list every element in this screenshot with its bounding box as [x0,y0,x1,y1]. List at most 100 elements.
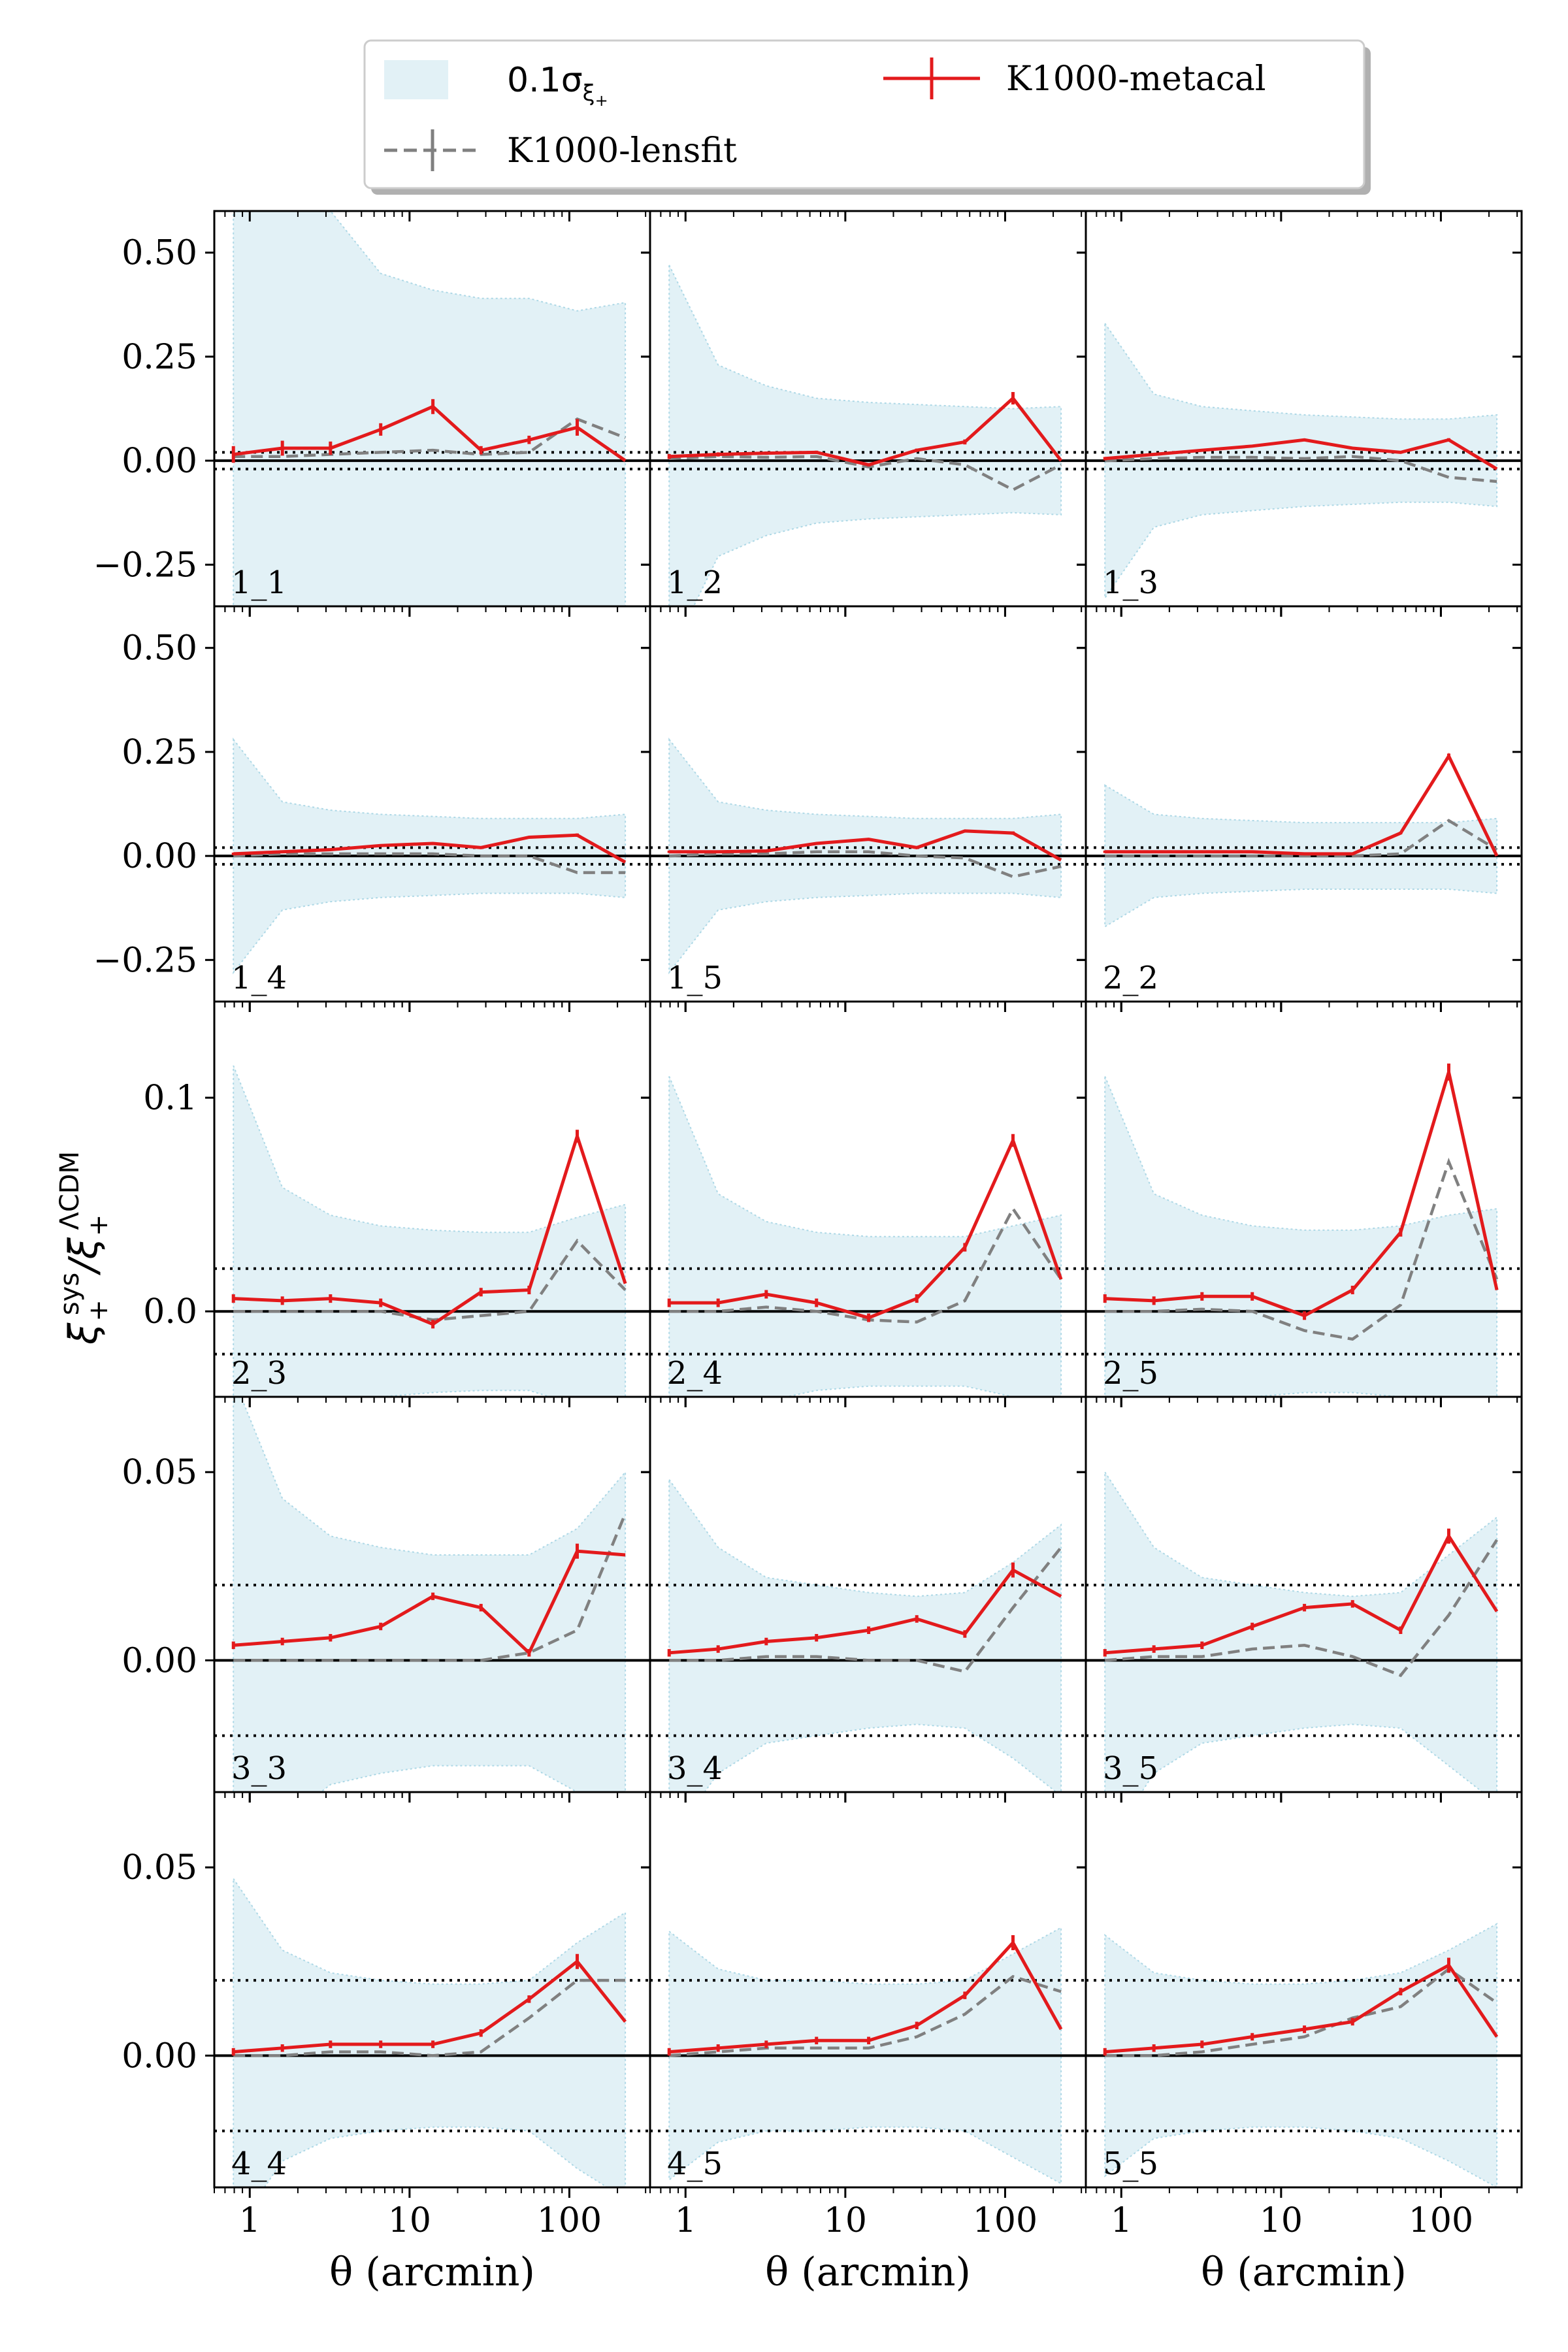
panel-1_2: 1_2 [641,210,1087,617]
lensfit-line [1105,455,1497,483]
y-tick-label: 0.00 [122,1641,197,1680]
panel-plot-area [214,211,650,606]
panel-plot-area [650,737,1086,975]
panel-grid: 1_1 −0.25 0.00 0.25 0.50 1_2 1_3 1_4 −0.25 0.00 0.… [93,210,1523,2295]
y-tick-label: 0.00 [122,837,197,876]
panel-plot-area [1086,753,1522,928]
y-tick-label: 0.0 [143,1292,197,1331]
band-area [668,1477,1062,1792]
legend-band-swatch [384,60,448,99]
y-tick-label: 0.00 [122,442,197,481]
x-tick-label: 1 [675,2201,696,2240]
x-tick-label: 10 [824,2201,867,2240]
band-area [233,1065,627,1397]
lensfit-line [1105,819,1498,858]
panel-1_4: 1_4 −0.25 0.00 0.25 0.50 [93,605,651,1012]
panel-label: 2_5 [1103,1355,1158,1392]
panel-plot-area [1086,1469,1522,1792]
x-tick-label: 100 [973,2201,1037,2240]
panel-label: 4_4 [231,2146,287,2182]
panel-label: 1_4 [231,960,287,996]
panel-2_4: 2_4 [641,1000,1087,1407]
panel-label: 1_3 [1103,564,1158,601]
legend-lensfit-label: K1000-lensfit [507,131,737,171]
legend-metacal-label: K1000-metacal [1006,59,1266,99]
panel-plot-area [214,1876,650,2187]
panel-1_3: 1_3 [1077,210,1523,617]
panel-plot-area [650,1076,1086,1397]
panel-plot-area [214,1397,650,1792]
x-axis-label: θ (arcmin) [1201,2249,1407,2295]
panel-label: 3_3 [231,1750,287,1787]
legend-lensfit-marker [384,129,481,171]
band-area [233,1397,627,1792]
panel-label: 1_2 [667,564,723,601]
panel-plot-area [650,1926,1086,2185]
panel-1_5: 1_5 [641,605,1087,1012]
panel-label: 5_5 [1103,2146,1158,2182]
lensfit-line [669,1974,1062,2057]
panel-frame [1085,605,1523,1003]
x-tick-label: 1 [1111,2201,1132,2240]
y-tick-label: −0.25 [93,546,197,585]
panel-frame [1085,1791,1523,2189]
panel-plot-area [1086,1922,1522,2187]
panel-3_4: 3_4 [641,1396,1087,1803]
panel-plot-area [650,1477,1086,1792]
panel-label: 2_2 [1103,960,1158,996]
panel-plot-area [214,737,650,975]
x-axis-label: θ (arcmin) [329,2249,535,2295]
y-tick-label: 0.50 [122,629,197,668]
x-tick-label: 100 [1409,2201,1473,2240]
y-tick-label: −0.25 [93,941,197,980]
legend-band-label: 0.1σξ+ [507,61,608,110]
lensfit-line [1105,1539,1499,1678]
lensfit-line [233,1978,626,2057]
x-tick-label: 1 [239,2201,261,2240]
x-tick-label: 10 [388,2201,431,2240]
lensfit-line [233,417,626,458]
panel-label: 3_5 [1103,1750,1158,1787]
panel-label: 2_3 [231,1355,287,1392]
x-tick-label: 100 [537,2201,602,2240]
panel-plot-area [214,1065,650,1397]
panel-plot-area [1086,1063,1522,1397]
panel-label: 1_1 [231,564,287,601]
lensfit-line [233,1512,627,1662]
y-tick-label: 0.05 [122,1848,197,1887]
lensfit-line [1105,1157,1499,1341]
legend: 0.1σξ+ K1000-metacal K1000-lensfit [363,39,1371,195]
legend-metacal-marker [883,57,980,99]
panel-plot-area [650,265,1086,606]
lensfit-line [669,1546,1062,1674]
y-tick-label: 0.50 [122,234,197,273]
panel-label: 2_4 [667,1355,723,1392]
band-area [1104,1076,1498,1397]
y-tick-label: 0.05 [122,1453,197,1492]
y-tick-label: 0.00 [122,2036,197,2076]
panel-3_5: 3_5 [1077,1396,1523,1803]
panel-1_1: 1_1 −0.25 0.00 0.25 0.50 [93,210,651,617]
y-tick-label: 0.25 [122,733,197,772]
panel-2_5: 2_5 [1077,1000,1523,1407]
panel-label: 3_4 [667,1750,723,1787]
band-area [668,1076,1062,1397]
lensfit-line [1105,1967,1498,2057]
y-tick-label: 0.25 [122,338,197,377]
panel-2_3: 2_3 0.0 0.1 [143,1000,651,1407]
y-tick-label: 0.1 [143,1079,197,1118]
panel-label: 4_5 [667,2146,723,2182]
band-area [668,265,1062,606]
x-tick-label: 10 [1260,2201,1303,2240]
band-area [233,1876,627,2187]
panel-plot-area [1086,321,1522,600]
panel-2_2: 2_2 [1077,605,1523,1012]
x-axis-label: θ (arcmin) [765,2249,971,2295]
lensfit-line [669,455,1062,492]
y-axis-label: ξ+sys/ξ+ΛCDM [55,1151,114,1345]
panel-3_3: 3_3 0.00 0.05 [122,1396,651,1803]
